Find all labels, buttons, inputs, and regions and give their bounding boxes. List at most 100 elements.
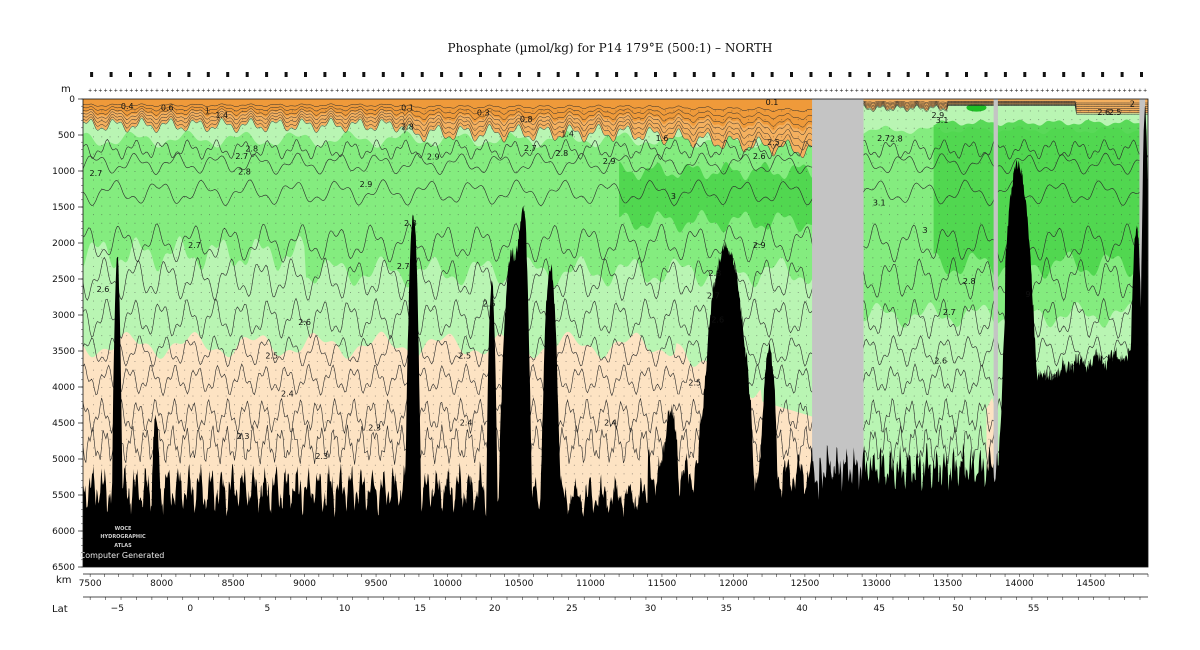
sample-dot <box>101 430 103 432</box>
sample-dot <box>225 464 227 466</box>
sample-dot <box>549 231 550 233</box>
sample-dot <box>714 171 716 172</box>
sample-dot <box>582 447 584 449</box>
station-tick: + <box>927 88 931 94</box>
sample-dot <box>374 447 376 449</box>
sample-dot <box>590 447 592 449</box>
sample-dot <box>358 145 360 146</box>
sample-dot <box>366 179 368 181</box>
sample-dot <box>441 438 443 440</box>
sample-dot <box>457 352 459 354</box>
sample-dot <box>474 395 476 397</box>
sample-dot <box>151 352 152 354</box>
sample-dot <box>250 162 252 164</box>
sample-dot <box>565 214 567 216</box>
sample-dot <box>109 153 111 155</box>
sample-dot <box>175 196 177 198</box>
sample-dot <box>374 127 376 129</box>
sample-dot <box>449 395 451 397</box>
sample-dot <box>358 352 360 354</box>
sample-dot <box>557 335 559 337</box>
sample-dot <box>391 179 393 181</box>
sample-dot <box>316 196 318 198</box>
sample-dot <box>283 378 285 380</box>
sample-dot <box>325 136 327 138</box>
sample-dot <box>424 438 426 440</box>
sample-dot <box>648 369 650 371</box>
sample-dot <box>217 188 219 190</box>
sample-dot <box>109 412 111 414</box>
sample-dot <box>673 153 675 155</box>
sample-dot <box>781 257 783 259</box>
station-tick: + <box>500 88 504 94</box>
sample-dot <box>698 317 700 319</box>
sample-dot <box>781 248 783 250</box>
sample-dot <box>648 387 650 388</box>
sample-dot <box>449 317 451 319</box>
sample-dot <box>408 309 409 311</box>
station-number <box>809 72 813 77</box>
sample-dot <box>109 490 111 492</box>
sample-dot <box>457 153 459 155</box>
sample-dot <box>424 266 426 267</box>
sample-dot <box>714 162 716 164</box>
sample-dot <box>623 188 625 190</box>
sample-dot <box>499 378 501 380</box>
sample-dot <box>607 127 608 129</box>
sample-dot <box>789 162 791 164</box>
sample-dot <box>441 171 443 172</box>
sample-dot <box>159 162 161 164</box>
sample-dot <box>631 300 633 302</box>
sample-dot <box>432 447 434 449</box>
station-tick: + <box>1138 88 1142 94</box>
sample-dot <box>358 482 360 483</box>
station-number <box>945 72 949 77</box>
sample-dot <box>325 257 327 259</box>
sample-dot <box>748 257 749 259</box>
sample-dot <box>242 317 244 319</box>
sample-dot <box>192 283 194 285</box>
sample-dot <box>656 292 658 293</box>
sample-dot <box>134 257 136 259</box>
sample-dot <box>690 326 691 328</box>
sample-dot <box>383 300 385 302</box>
sample-dot <box>573 127 575 129</box>
sample-dot <box>772 335 774 337</box>
sample-dot <box>772 162 774 164</box>
station-tick: + <box>680 88 684 94</box>
sample-dot <box>159 395 161 397</box>
station-tick: + <box>263 88 267 94</box>
sample-dot <box>366 456 368 457</box>
sample-dot <box>557 292 559 293</box>
sample-dot <box>449 326 451 328</box>
sample-dot <box>225 352 227 354</box>
sample-dot <box>756 292 758 293</box>
sample-dot <box>739 222 741 224</box>
sample-dot <box>441 231 443 233</box>
sample-dot <box>374 171 376 172</box>
sample-dot <box>151 162 152 164</box>
sample-dot <box>673 110 675 112</box>
sample-dot <box>590 274 592 276</box>
sample-dot <box>275 438 277 440</box>
sample-dot <box>308 361 310 362</box>
station-tick: + <box>474 88 478 94</box>
sample-dot <box>300 335 302 337</box>
sample-dot <box>283 274 285 276</box>
sample-dot <box>192 188 194 190</box>
station-tick: + <box>721 88 725 94</box>
sample-dot <box>797 438 799 440</box>
sample-dot <box>698 196 700 198</box>
sample-dot <box>797 205 799 207</box>
sample-dot <box>300 378 302 380</box>
sample-dot <box>665 369 666 371</box>
sample-dot <box>126 395 128 397</box>
sample-dot <box>598 214 600 216</box>
station-tick: + <box>757 88 761 94</box>
sample-dot <box>665 248 666 250</box>
sample-dot <box>167 309 169 311</box>
sample-dot <box>134 438 136 440</box>
sample-dot <box>482 387 484 388</box>
sample-dot <box>665 171 666 172</box>
sample-dot <box>333 222 335 224</box>
